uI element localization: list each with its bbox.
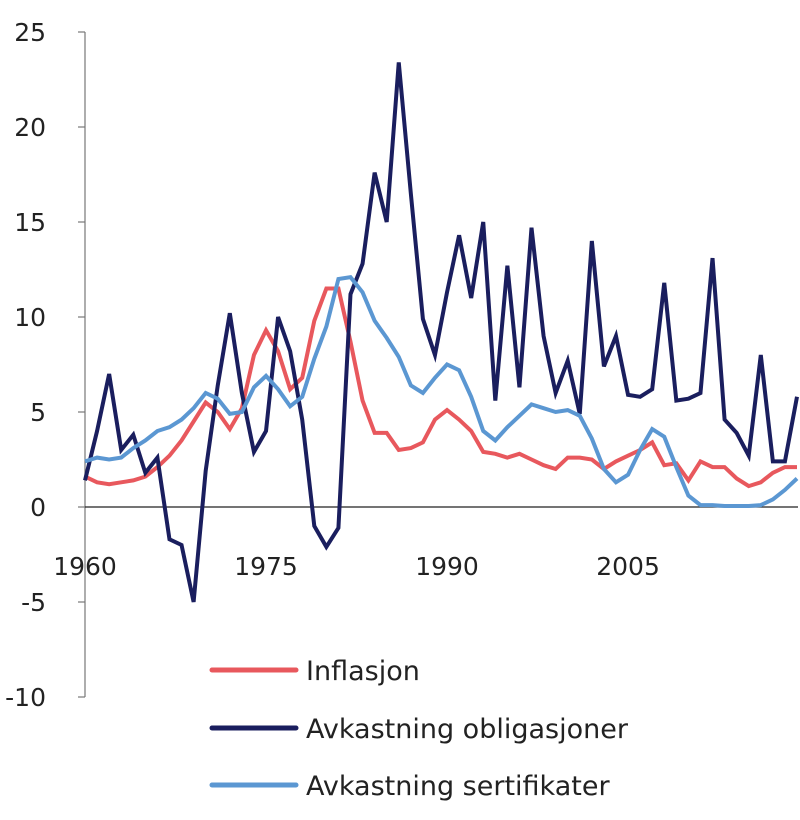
y-tick-label: -5 bbox=[21, 588, 46, 617]
legend-label: Avkastning sertifikater bbox=[306, 771, 610, 802]
series-line-3 bbox=[84, 274, 799, 509]
y-tick-label: 15 bbox=[14, 208, 46, 237]
y-tick-label: 20 bbox=[14, 113, 46, 142]
series-lines bbox=[83, 62, 799, 603]
y-axis-tick-labels: 25 20 15 10 5 0 -5 -10 bbox=[5, 18, 46, 712]
legend-label: Avkastning obligasjoner bbox=[306, 714, 629, 745]
x-tick-label: 1990 bbox=[415, 552, 479, 581]
y-tick-label: -10 bbox=[5, 683, 46, 712]
legend-label: Inflasjon bbox=[306, 656, 420, 687]
y-tick-label: 10 bbox=[14, 303, 46, 332]
y-tick-label: 5 bbox=[30, 398, 46, 427]
y-tick-label: 25 bbox=[14, 18, 46, 47]
series-line-2 bbox=[83, 62, 799, 603]
chart-axes bbox=[78, 31, 798, 698]
x-tick-label: 1960 bbox=[53, 552, 117, 581]
y-tick-label: 0 bbox=[30, 493, 46, 522]
x-axis-tick-labels: 1960 1975 1990 2005 bbox=[53, 552, 660, 581]
x-tick-label: 2005 bbox=[596, 552, 660, 581]
legend: Inflasjon Avkastning obligasjoner Avkastni… bbox=[209, 656, 629, 802]
series-line-1 bbox=[84, 286, 797, 489]
x-tick-label: 1975 bbox=[234, 552, 298, 581]
